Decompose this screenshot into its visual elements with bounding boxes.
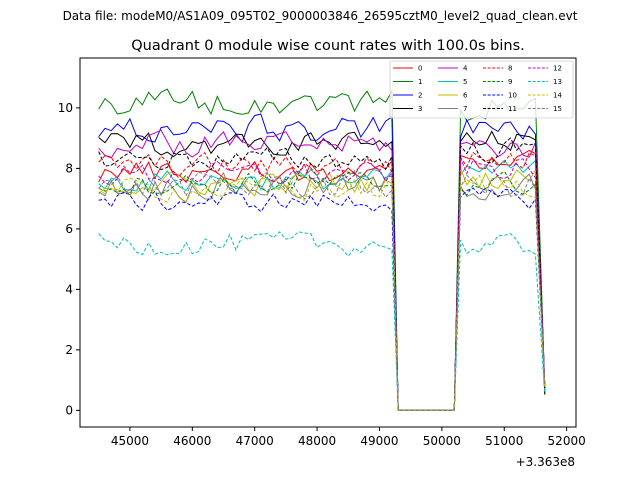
x-tick-label: 47000 bbox=[236, 434, 274, 448]
series-line-6 bbox=[98, 168, 546, 411]
series-line-0 bbox=[98, 149, 546, 411]
legend-label: 2 bbox=[418, 92, 422, 100]
x-tick-label: 46000 bbox=[173, 434, 211, 448]
legend-label: 10 bbox=[508, 92, 517, 100]
y-tick-label: 8 bbox=[65, 161, 73, 175]
series-line-1 bbox=[98, 88, 546, 411]
legend-label: 9 bbox=[508, 78, 512, 86]
x-axis-offset-label: +3.363e8 bbox=[516, 455, 575, 469]
chart-title: Quadrant 0 module wise count rates with … bbox=[131, 38, 525, 54]
x-tick-label: 52000 bbox=[548, 434, 586, 448]
legend-label: 8 bbox=[508, 65, 512, 73]
x-axis: 45000 46000 47000 48000 49000 50000 51000 52000 bbox=[111, 427, 586, 448]
legend-label: 14 bbox=[553, 92, 562, 100]
legend-label: 3 bbox=[418, 105, 422, 113]
legend-label: 0 bbox=[418, 65, 422, 73]
y-axis: 0 2 4 6 8 10 bbox=[58, 101, 80, 417]
series-layer bbox=[98, 88, 546, 411]
y-tick-label: 0 bbox=[65, 403, 73, 417]
series-line-14 bbox=[98, 174, 546, 411]
series-line-8 bbox=[98, 151, 546, 411]
legend-label: 5 bbox=[463, 78, 467, 86]
plot-area-frame bbox=[79, 57, 577, 428]
legend-frame bbox=[389, 60, 574, 119]
series-line-15 bbox=[98, 170, 546, 411]
series-line-7 bbox=[98, 171, 546, 411]
figure-suptitle: Data file: modeM0/AS1A09_095T02_90000038… bbox=[63, 9, 578, 23]
x-tick-label: 51000 bbox=[485, 434, 523, 448]
y-tick-label: 10 bbox=[58, 101, 73, 115]
y-tick-label: 4 bbox=[65, 282, 73, 296]
series-line-12 bbox=[98, 158, 546, 411]
y-tick-label: 6 bbox=[65, 222, 73, 236]
series-line-4 bbox=[98, 129, 546, 411]
series-line-13 bbox=[98, 231, 546, 411]
series-line-11 bbox=[98, 137, 546, 411]
legend-label: 15 bbox=[553, 105, 562, 113]
legend-label: 6 bbox=[463, 92, 468, 100]
series-line-9 bbox=[98, 170, 546, 411]
y-tick-label: 2 bbox=[65, 343, 73, 357]
x-tick-label: 50000 bbox=[423, 434, 461, 448]
legend-label: 11 bbox=[508, 105, 517, 113]
x-tick-label: 45000 bbox=[111, 434, 149, 448]
legend-label: 4 bbox=[463, 65, 468, 73]
series-line-10 bbox=[98, 187, 546, 411]
legend-label: 7 bbox=[463, 105, 467, 113]
legend-label: 12 bbox=[553, 65, 562, 73]
legend-label: 1 bbox=[418, 78, 422, 86]
series-line-2 bbox=[98, 113, 546, 411]
x-tick-label: 49000 bbox=[360, 434, 398, 448]
x-tick-label: 48000 bbox=[298, 434, 336, 448]
legend-label: 13 bbox=[553, 78, 562, 86]
